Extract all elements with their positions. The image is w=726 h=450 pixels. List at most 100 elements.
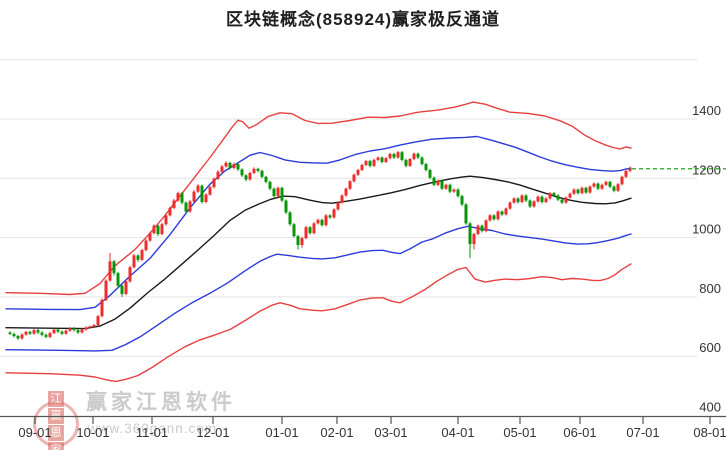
candle [124, 281, 128, 294]
candle [232, 164, 236, 168]
candle [464, 204, 468, 224]
y-axis-label: 1200 [692, 162, 721, 177]
candle [556, 195, 560, 200]
candle [456, 189, 460, 197]
candle [400, 152, 404, 160]
candle [212, 178, 216, 188]
channel-line-upper-red-rail [5, 101, 632, 296]
candle [76, 330, 80, 333]
candle [492, 215, 496, 220]
candle [96, 316, 100, 326]
candle [116, 273, 120, 286]
x-axis-label: 05-01 [503, 425, 536, 440]
seal-character: 家 [48, 441, 64, 450]
seal-character: 赢 [48, 407, 64, 424]
candle [472, 234, 476, 245]
candle [428, 169, 432, 178]
candle [496, 211, 500, 220]
candle [256, 168, 260, 171]
candle [60, 331, 64, 334]
seal-character: 恩 [48, 424, 64, 441]
candle [516, 198, 520, 203]
candle [380, 157, 384, 162]
x-axis-label: 04-01 [441, 425, 474, 440]
candle [292, 224, 296, 237]
candle [624, 170, 628, 177]
y-axis-label: 1400 [692, 103, 721, 118]
x-axis-label: 08-01 [693, 425, 726, 440]
candle [92, 325, 96, 327]
candle [412, 153, 416, 160]
candle [500, 211, 504, 215]
candle [144, 240, 148, 251]
candle [220, 166, 224, 172]
candle [420, 157, 424, 165]
candle [560, 199, 564, 203]
candle [524, 195, 528, 201]
candle [440, 180, 444, 189]
candle [264, 176, 268, 182]
page-title: 区块链概念(858924)赢家极反通道 [225, 10, 501, 29]
candle [284, 200, 288, 213]
candle [536, 196, 540, 202]
candle [328, 215, 332, 218]
candle [568, 193, 572, 198]
candle [196, 185, 200, 192]
watermark-brand-text: 赢家江恩软件 [86, 391, 236, 414]
candle [360, 164, 364, 170]
x-axis-label: 07-01 [626, 425, 659, 440]
candle [156, 225, 160, 235]
seal-character: 江 [48, 390, 64, 407]
candle [204, 194, 208, 203]
candle [188, 201, 192, 212]
y-axis-labels: 1400 1200 1000 800 600 400 [692, 103, 721, 415]
candle [376, 157, 380, 160]
candle [140, 250, 144, 260]
candle [88, 326, 92, 328]
candle [580, 187, 584, 194]
candle [208, 187, 212, 195]
candle [52, 329, 56, 334]
candle [544, 198, 548, 203]
candle [452, 189, 456, 192]
candle [104, 280, 108, 300]
candle [488, 215, 492, 221]
candle [392, 153, 396, 158]
candle [68, 328, 72, 331]
x-axis-label: 06-01 [563, 425, 596, 440]
candle [572, 189, 576, 194]
candle [8, 332, 12, 334]
gridlines [0, 59, 697, 357]
candle [56, 329, 60, 332]
candle [288, 212, 292, 225]
candle [20, 334, 24, 339]
x-axis-label: 02-01 [320, 425, 353, 440]
candle [608, 181, 612, 187]
candle [340, 195, 344, 203]
candle [224, 162, 228, 167]
candle [364, 161, 368, 165]
candle [480, 225, 484, 232]
candle [172, 200, 176, 208]
x-axis-label: 10-01 [76, 425, 109, 440]
candlestick-series [8, 151, 632, 340]
candle [432, 177, 436, 185]
x-axis-label: 01-01 [265, 425, 298, 440]
candle [304, 227, 308, 239]
y-axis-label: 400 [699, 400, 721, 415]
candle [152, 225, 156, 234]
candle [176, 193, 180, 201]
candle [564, 197, 568, 203]
candle [584, 187, 588, 193]
channel-line-upper-blue-rail [5, 135, 632, 311]
candle [508, 202, 512, 209]
candle [484, 220, 488, 232]
candle [24, 331, 28, 335]
candle [620, 176, 624, 185]
candle [324, 215, 328, 226]
candle [504, 208, 508, 215]
candle [532, 201, 536, 207]
candle [356, 169, 360, 175]
x-axis-label: 09-01 [18, 425, 51, 440]
candle [336, 202, 340, 210]
